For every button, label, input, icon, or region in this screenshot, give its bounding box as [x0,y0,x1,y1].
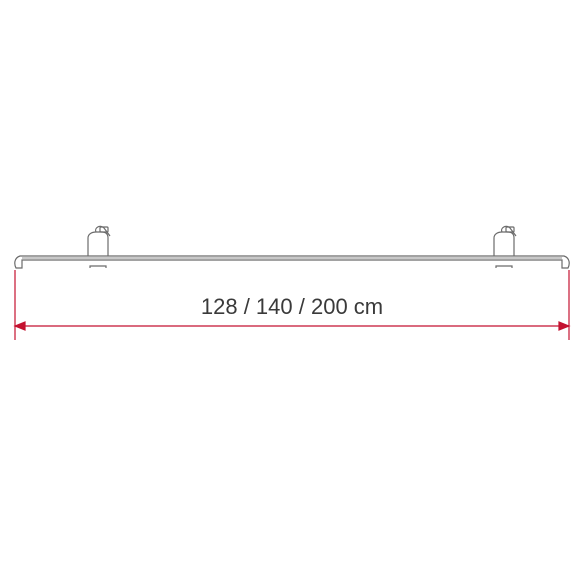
diagram-svg [0,0,584,584]
clamp-left [88,226,110,268]
clamp-right [494,226,516,268]
technical-diagram: 128 / 140 / 200 cm [0,0,584,584]
dimension-label: 128 / 140 / 200 cm [201,294,383,320]
